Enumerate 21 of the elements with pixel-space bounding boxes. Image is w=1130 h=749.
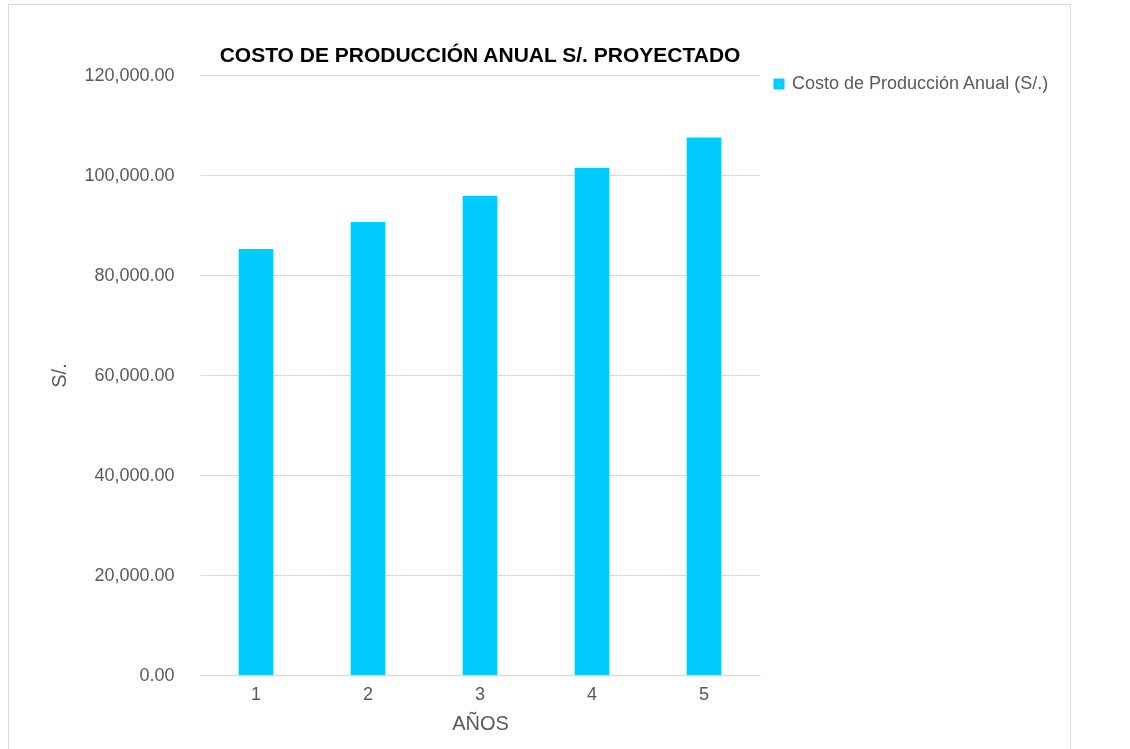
x-tick-label: 1 <box>250 683 262 704</box>
bar <box>238 249 274 675</box>
y-tick-label: 100,000.00 <box>84 164 175 185</box>
bar <box>350 222 386 675</box>
bar <box>686 137 722 675</box>
bar <box>462 196 498 675</box>
y-tick-label: 120,000.00 <box>84 64 175 85</box>
x-tick-label: 5 <box>698 683 710 704</box>
y-tick-label: 80,000.00 <box>94 264 175 285</box>
x-tick-label: 4 <box>586 683 598 704</box>
legend-label: Costo de Producción Anual (S/.) <box>792 73 1049 93</box>
chart-title: COSTO DE PRODUCCIÓN ANUAL S/. PROYECTADO <box>219 43 741 66</box>
y-tick-label: 40,000.00 <box>94 464 175 485</box>
y-tick-label: 0.00 <box>139 664 175 685</box>
x-tick-label: 2 <box>362 683 374 704</box>
x-tick-label: 3 <box>474 683 486 704</box>
y-tick-label: 20,000.00 <box>94 564 175 585</box>
y-axis-title: S/. <box>48 363 71 388</box>
y-tick-label: 60,000.00 <box>94 364 175 385</box>
bar <box>574 168 610 675</box>
x-axis-title: AÑOS <box>452 710 509 734</box>
